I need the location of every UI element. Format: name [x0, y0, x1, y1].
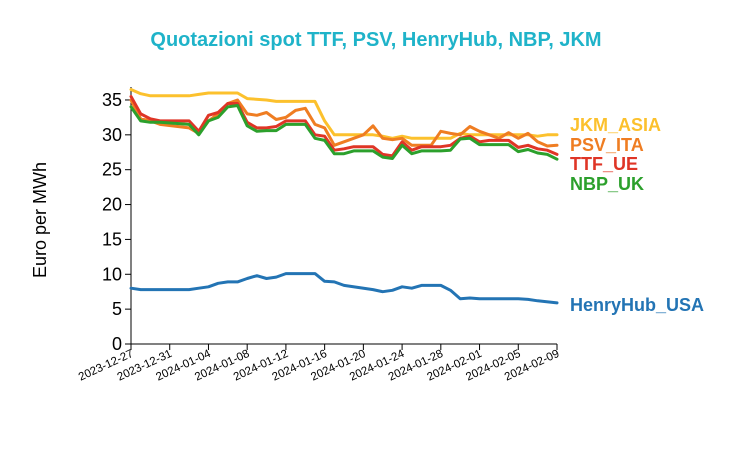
- series-line-ttf-ue: [129, 95, 559, 158]
- series-label-psv-ita: PSV_ITA: [570, 135, 644, 155]
- y-tick-label: 30: [102, 125, 122, 145]
- series-label-jkm-asia: JKM_ASIA: [570, 115, 661, 135]
- y-tick-label: 10: [102, 264, 122, 284]
- y-tick-label: 25: [102, 160, 122, 180]
- series-label-nbp-uk: NBP_UK: [570, 174, 644, 194]
- series-line-nbp-uk: [129, 104, 559, 161]
- x-axis: 2023-12-272023-12-312024-01-042024-01-08…: [77, 343, 561, 384]
- series-lines: [129, 88, 559, 305]
- y-tick-label: 0: [112, 334, 122, 354]
- y-tick-label: 5: [112, 299, 122, 319]
- y-tick-label: 35: [102, 90, 122, 110]
- series-line-henryhub-usa: [129, 272, 559, 305]
- y-tick-label: 20: [102, 195, 122, 215]
- series-line-jkm-asia: [129, 88, 559, 140]
- series-label-henryhub-usa: HenryHub_USA: [570, 295, 704, 315]
- series-label-ttf-ue: TTF_UE: [570, 154, 638, 174]
- chart-title: Quotazioni spot TTF, PSV, HenryHub, NBP,…: [150, 29, 601, 51]
- y-axis: 0 5 10 15 20 25 30 35: [102, 87, 132, 354]
- y-tick-label: 15: [102, 229, 122, 249]
- y-axis-label: Euro per MWh: [30, 162, 50, 278]
